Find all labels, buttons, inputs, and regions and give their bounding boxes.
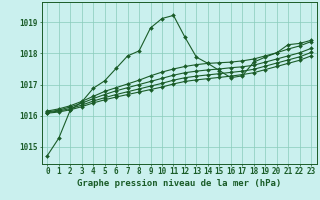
X-axis label: Graphe pression niveau de la mer (hPa): Graphe pression niveau de la mer (hPa) [77,179,281,188]
